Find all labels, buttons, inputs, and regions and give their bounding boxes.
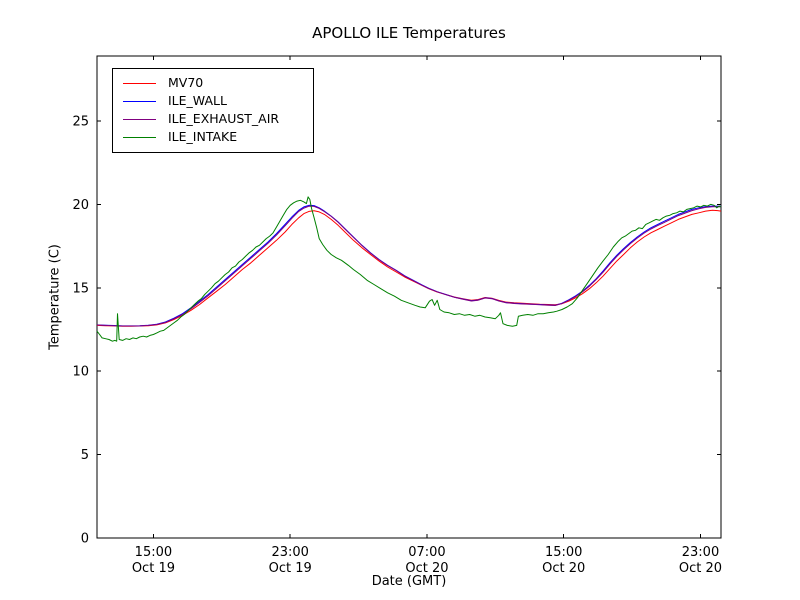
legend: MV70 ILE_WALL ILE_EXHAUST_AIR ILE_INTAKE [112,68,314,153]
chart-title: APOLLO ILE Temperatures [312,24,506,42]
legend-line-sample [123,100,156,102]
y-tick-label: 15 [72,281,89,296]
legend-line-sample [123,118,156,120]
legend-label: ILE_EXHAUST_AIR [168,111,280,126]
legend-label: MV70 [168,75,204,90]
y-tick-label: 20 [72,198,89,213]
x-tick-time-label: 23:00 [271,545,308,560]
legend-entry-ile-wall: ILE_WALL [121,92,305,110]
x-tick-time-label: 23:00 [682,545,719,560]
legend-entry-ile-intake: ILE_INTAKE [121,128,305,146]
plot-frame [96,55,722,539]
y-tick-label: 10 [72,365,89,380]
x-tick-date-label: Oct 19 [269,561,312,576]
legend-entry-mv70: MV70 [121,74,305,92]
x-tick-time-label: 15:00 [135,545,172,560]
legend-line-sample [123,82,156,84]
x-tick-date-label: Oct 20 [542,561,585,576]
legend-label: ILE_INTAKE [168,129,238,144]
x-axis-label: Date (GMT) [371,574,447,589]
y-tick-label: 25 [72,115,89,130]
x-tick-date-label: Oct 19 [132,561,175,576]
legend-label: ILE_WALL [168,93,227,108]
x-tick-date-label: Oct 20 [679,561,722,576]
x-tick-date-label: Oct 20 [405,561,448,576]
y-axis-label: Temperature (C) [47,244,63,350]
x-tick-time-label: 07:00 [408,545,445,560]
legend-line-sample [123,136,156,138]
legend-entry-ile-exhaust-air: ILE_EXHAUST_AIR [121,110,305,128]
x-tick-time-label: 15:00 [545,545,582,560]
series-line-ile_intake [96,196,722,342]
y-tick-label: 5 [81,448,89,463]
y-tick-label: 0 [81,532,89,547]
series-line-ile_exhaust_air [96,205,722,327]
